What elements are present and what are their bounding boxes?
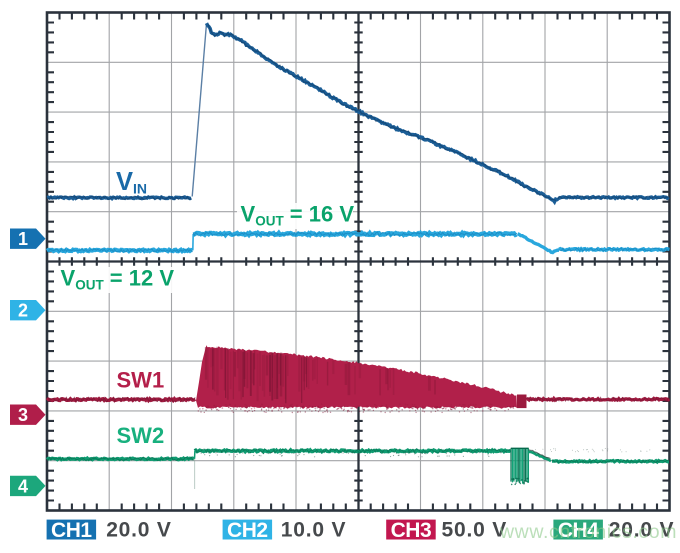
svg-text:20.0 V: 20.0 V <box>609 518 675 541</box>
svg-text:VOUT = 16 V: VOUT = 16 V <box>241 202 355 229</box>
svg-text:20.0 V: 20.0 V <box>106 518 172 541</box>
svg-text:10.0 V: 10.0 V <box>281 518 347 541</box>
svg-text:SW1: SW1 <box>117 368 165 393</box>
svg-text:VIN: VIN <box>116 168 147 197</box>
svg-text:4: 4 <box>18 476 28 496</box>
svg-text:CH3: CH3 <box>391 519 432 542</box>
svg-text:3: 3 <box>18 405 28 425</box>
svg-text:CH4: CH4 <box>558 519 599 542</box>
svg-text:50.0 V: 50.0 V <box>442 518 508 541</box>
svg-text:CH2: CH2 <box>227 519 268 542</box>
svg-text:www.cntronics.com: www.cntronics.com <box>499 521 677 543</box>
svg-text:1: 1 <box>18 229 28 249</box>
svg-text:CH1: CH1 <box>51 519 92 542</box>
svg-text:SW2: SW2 <box>117 423 165 448</box>
svg-text:2: 2 <box>18 301 28 321</box>
svg-text:VOUT = 12 V: VOUT = 12 V <box>61 266 175 293</box>
